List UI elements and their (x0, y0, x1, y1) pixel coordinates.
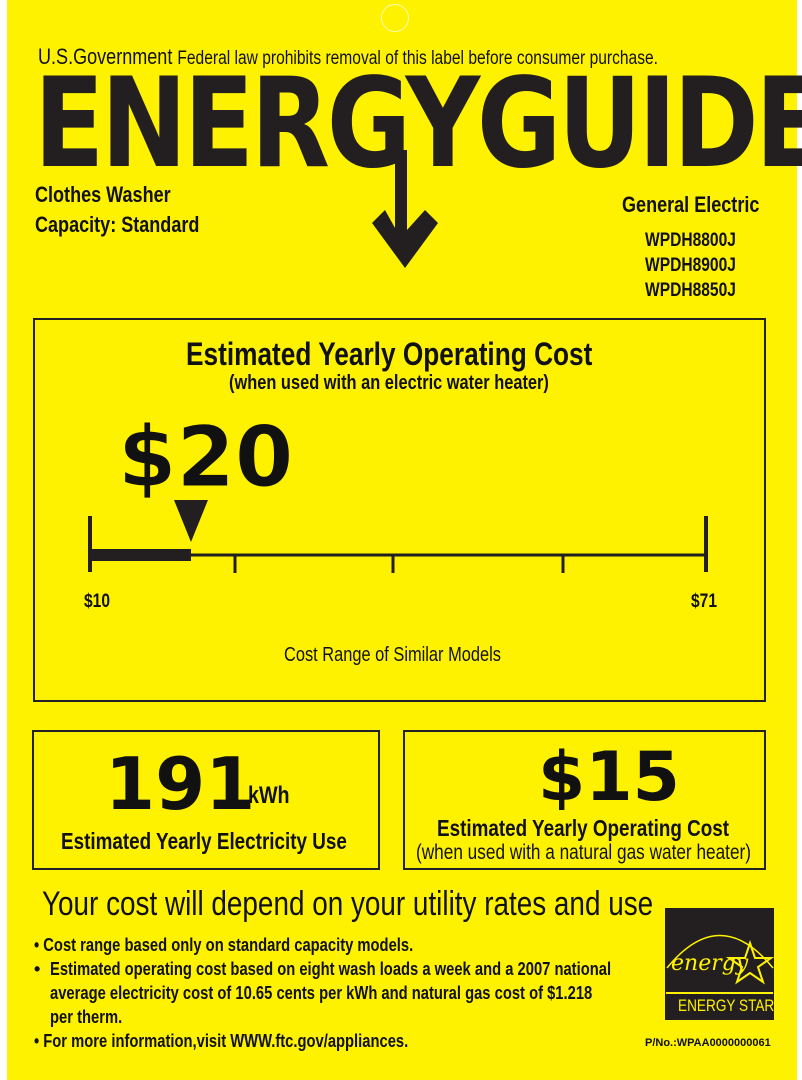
gas-cost-value: $15 (538, 738, 680, 817)
gov-text: U.S.Government (38, 44, 173, 69)
scale-fill (90, 549, 191, 561)
energy-star-logo: energy ENERGY STAR (664, 907, 775, 1021)
model-number: WPDH8850J (645, 280, 736, 301)
svg-text:energy: energy (671, 951, 749, 976)
product-capacity: Capacity: Standard (35, 212, 200, 237)
brand: General Electric (622, 192, 760, 217)
range-max-label: $71 (691, 591, 717, 612)
bullet-item: • Estimated operating cost based on eight… (34, 959, 611, 1027)
hang-hole (381, 4, 409, 32)
header-notice: U.S.Government Federal law prohibits rem… (38, 44, 794, 70)
down-arrow-icon (372, 150, 438, 268)
energy-star-icon: energy (666, 934, 775, 985)
product-type: Clothes Washer (35, 182, 171, 207)
gas-sublabel: (when used with a natural gas water heat… (416, 841, 752, 864)
energy-star-label: ENERGY STAR (666, 992, 774, 1016)
cost-subtitle: (when used with an electric water heater… (229, 372, 549, 394)
footer-headline: Your cost will depend on your utility ra… (42, 885, 654, 923)
bullet-item: • For more information,visit WWW.ftc.gov… (34, 1031, 409, 1051)
kwh-unit: kWh (248, 782, 290, 809)
bullet-item: • Cost range based only on standard capa… (34, 935, 414, 955)
electricity-section (32, 730, 380, 870)
cost-range-scale (88, 500, 708, 573)
gas-label: Estimated Yearly Operating Cost (437, 815, 730, 841)
part-number: P/No.:WPAA0000000061 (645, 1037, 771, 1049)
footer-bullets: • Cost range based only on standard capa… (34, 933, 734, 1053)
cost-value: $20 (117, 408, 294, 507)
model-list: WPDH8800J WPDH8900J WPDH8850J (645, 228, 756, 303)
gas-section (403, 730, 766, 870)
kwh-value: 191 (105, 742, 256, 826)
model-number: WPDH8800J (645, 230, 736, 251)
product-info: Clothes Washer Capacity: Standard (35, 180, 236, 240)
electricity-label: Estimated Yearly Electricity Use (61, 828, 347, 854)
range-caption: Cost Range of Similar Models (284, 644, 501, 666)
cost-section (33, 318, 766, 702)
cost-marker-icon (173, 500, 208, 542)
notice-text: Federal law prohibits removal of this la… (177, 48, 658, 69)
model-number: WPDH8900J (645, 255, 736, 276)
cost-title: Estimated Yearly Operating Cost (186, 336, 593, 372)
range-min-label: $10 (84, 591, 110, 612)
page-title: ENERGYGUIDE (34, 52, 802, 196)
